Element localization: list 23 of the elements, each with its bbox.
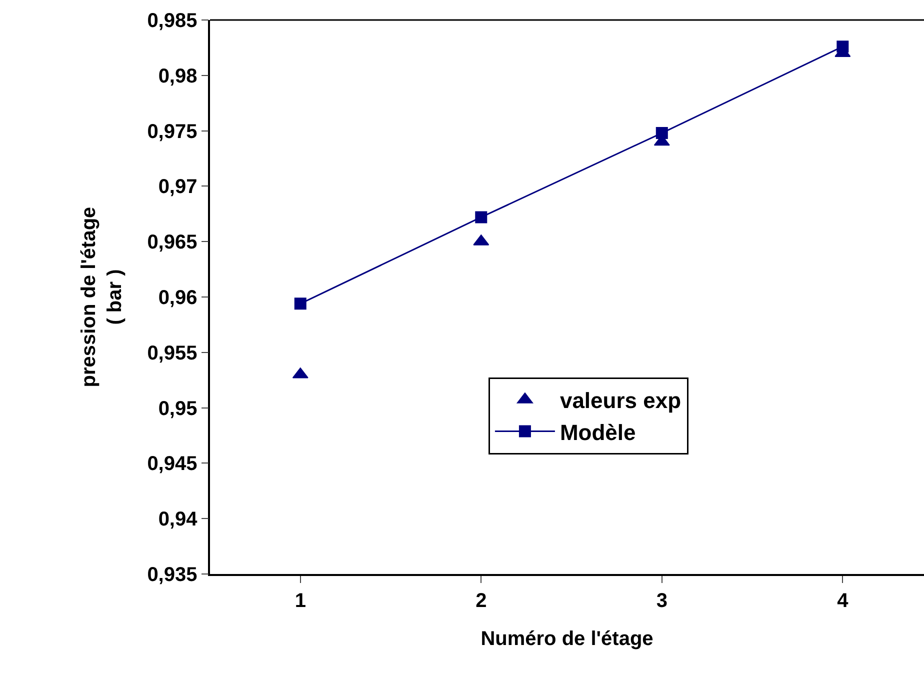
point bbox=[294, 298, 306, 310]
y-axis-title: pression de l'étage ( bar ) bbox=[78, 206, 126, 388]
y-tick-label: 0,96 bbox=[158, 287, 198, 309]
y-tick-label: 0,985 bbox=[147, 10, 198, 32]
y-tick-label: 0,965 bbox=[147, 232, 198, 254]
y-tick-label: 0,97 bbox=[158, 176, 198, 198]
y-tick-label: 0,95 bbox=[158, 398, 198, 420]
x-axis-title: Numéro de l'étage bbox=[480, 628, 654, 650]
legend-label: Modèle bbox=[560, 420, 636, 445]
point bbox=[475, 211, 488, 224]
y-tick-label: 0,975 bbox=[147, 120, 198, 143]
y-tick-label: 0,945 bbox=[147, 453, 198, 476]
point bbox=[656, 127, 668, 140]
y-tick-label: 0,94 bbox=[158, 508, 198, 531]
y-tick-label: 0,98 bbox=[158, 65, 198, 88]
x-tick-label: 3 bbox=[656, 590, 668, 612]
point bbox=[836, 40, 849, 53]
y-tick-label: 0,955 bbox=[147, 342, 198, 364]
y-tick-label: 0,935 bbox=[147, 564, 198, 586]
legend-label: valeurs exp bbox=[560, 388, 682, 414]
x-tick-label: 1 bbox=[294, 590, 306, 612]
x-tick-label: 4 bbox=[837, 590, 850, 612]
x-tick-label: 2 bbox=[476, 590, 487, 612]
